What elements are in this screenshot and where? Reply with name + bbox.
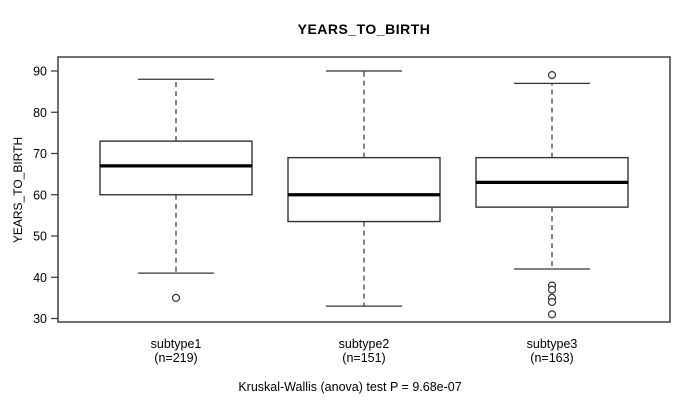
outlier-point (547, 310, 557, 319)
y-tick-label: 70 (33, 147, 47, 161)
iqr-box (287, 156, 441, 223)
group-label: subtype2 (339, 337, 390, 351)
outlier-point (171, 293, 181, 302)
group-label: subtype3 (527, 337, 578, 351)
group-label: subtype1 (151, 337, 202, 351)
group-n-label: (n=219) (154, 351, 197, 365)
y-tick-label: 60 (33, 188, 47, 202)
plot-frame (57, 56, 671, 323)
outlier-point (547, 71, 557, 80)
y-tick-label: 30 (33, 312, 47, 326)
y-tick-label: 50 (33, 230, 47, 244)
outlier-point (547, 285, 557, 294)
stat-test-caption: Kruskal-Wallis (anova) test P = 9.68e-07 (238, 380, 462, 394)
outlier-point (547, 297, 557, 307)
group-n-label: (n=163) (530, 351, 573, 365)
group-n-label: (n=151) (342, 351, 385, 365)
y-tick-label: 80 (33, 106, 47, 120)
y-tick-label: 90 (33, 65, 47, 79)
chart-title: YEARS_TO_BIRTH (297, 21, 431, 37)
iqr-box (99, 140, 253, 196)
y-tick-label: 40 (33, 271, 47, 285)
